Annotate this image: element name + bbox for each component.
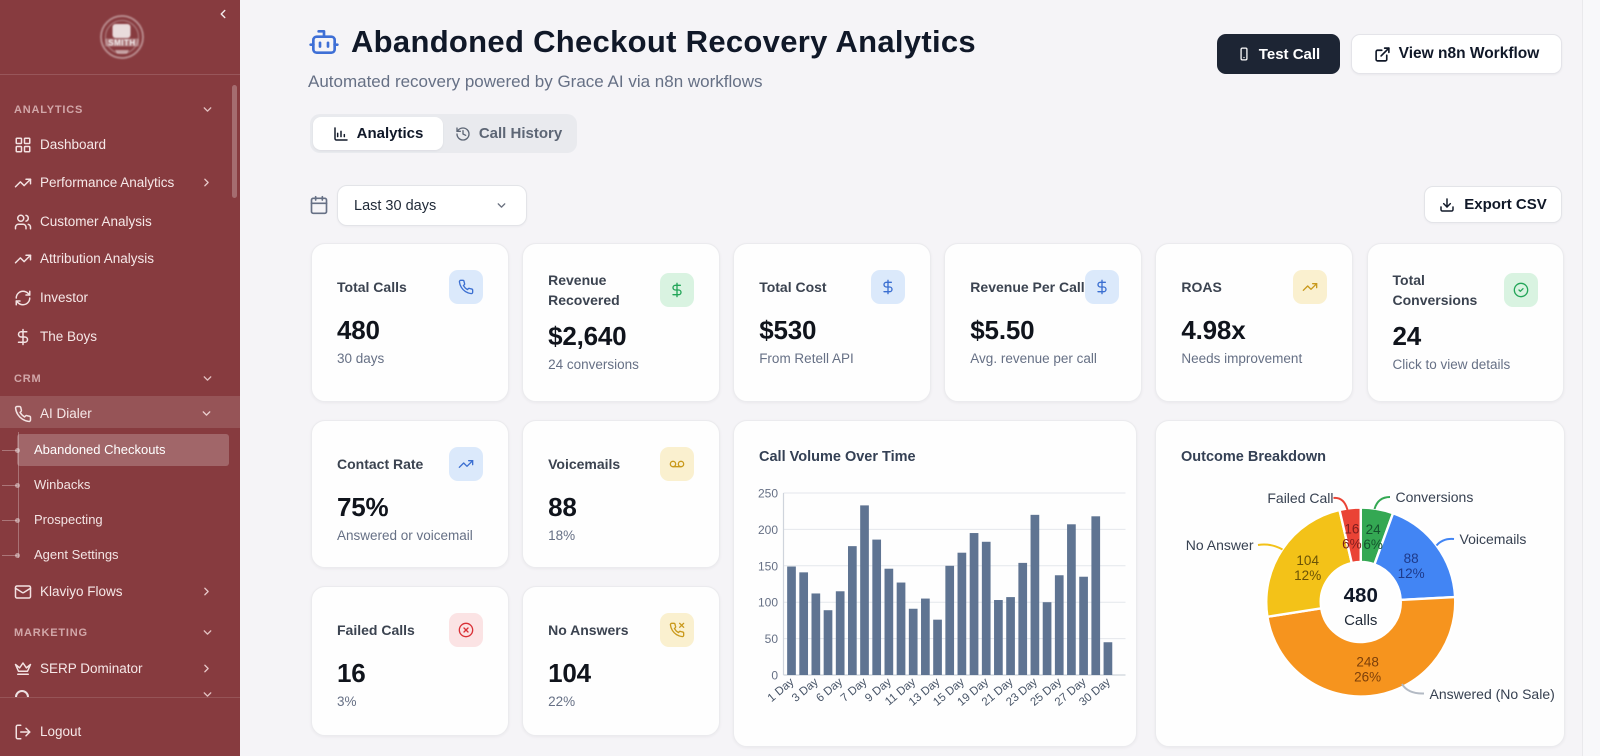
svg-text:6 Day: 6 Day <box>814 676 845 705</box>
svg-text:100: 100 <box>758 596 778 610</box>
svg-text:250: 250 <box>758 487 778 501</box>
svg-text:16: 16 <box>1344 522 1359 537</box>
svg-text:7 Day: 7 Day <box>839 676 870 705</box>
svg-text:6%: 6% <box>1363 537 1383 552</box>
svg-text:50: 50 <box>765 632 779 646</box>
svg-text:104: 104 <box>1296 553 1319 568</box>
svg-text:248: 248 <box>1356 655 1379 670</box>
svg-text:Voicemails: Voicemails <box>1460 531 1527 547</box>
svg-text:480: 480 <box>1344 584 1378 607</box>
svg-text:Failed Call: Failed Call <box>1267 490 1333 506</box>
svg-text:88: 88 <box>1404 551 1419 566</box>
svg-text:150: 150 <box>758 559 778 573</box>
svg-text:200: 200 <box>758 523 778 537</box>
svg-text:12%: 12% <box>1294 568 1321 583</box>
svg-text:Calls: Calls <box>1344 612 1377 629</box>
svg-text:0: 0 <box>771 669 778 683</box>
svg-text:No Answer: No Answer <box>1186 537 1254 553</box>
svg-text:24: 24 <box>1366 522 1382 537</box>
svg-text:6%: 6% <box>1342 537 1362 552</box>
svg-text:SMITH: SMITH <box>108 39 135 48</box>
svg-text:3 Day: 3 Day <box>790 676 821 705</box>
svg-text:Conversions: Conversions <box>1396 489 1474 505</box>
svg-text:Answered (No Sale): Answered (No Sale) <box>1430 686 1555 702</box>
svg-text:12%: 12% <box>1398 566 1425 581</box>
svg-text:26%: 26% <box>1354 670 1381 685</box>
